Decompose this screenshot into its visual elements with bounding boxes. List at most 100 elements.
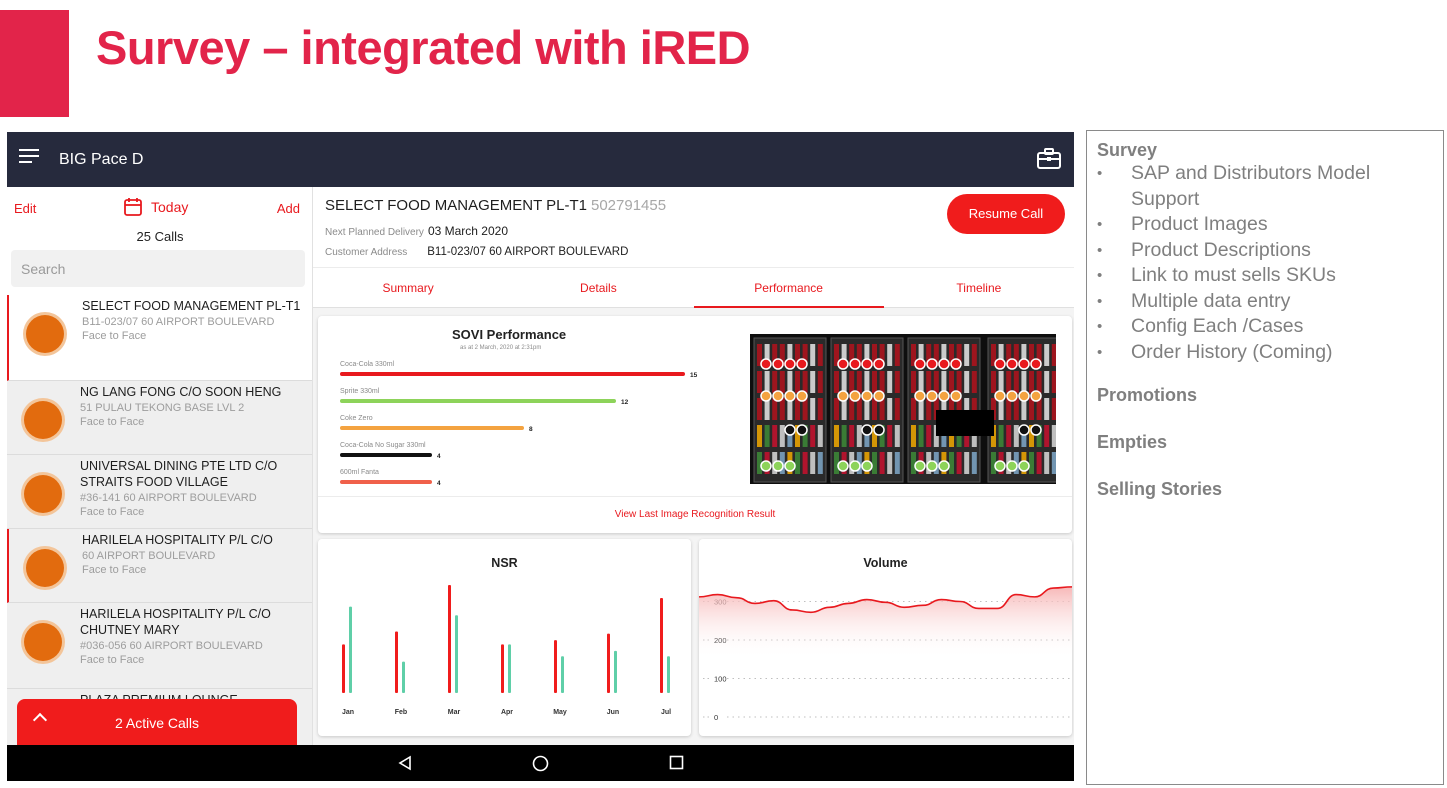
bottle bbox=[849, 398, 855, 420]
detection-marker bbox=[861, 358, 873, 370]
call-type: Face to Face bbox=[80, 416, 145, 428]
calls-count: 25 Calls bbox=[136, 229, 184, 244]
nsr-bar bbox=[561, 656, 564, 693]
bottle bbox=[998, 425, 1004, 447]
add-button[interactable]: Add bbox=[276, 201, 300, 216]
bottle bbox=[764, 398, 770, 420]
bottle bbox=[918, 371, 924, 393]
detection-marker bbox=[772, 390, 784, 402]
volume-card: Volume 0100200300 bbox=[699, 539, 1072, 736]
bottle bbox=[841, 425, 847, 447]
bottle bbox=[810, 344, 816, 366]
customer-name: NG LANG FONG C/O SOON HENG bbox=[80, 385, 282, 399]
bottle bbox=[1006, 344, 1012, 366]
bottle bbox=[802, 425, 808, 447]
detection-marker bbox=[849, 390, 861, 402]
bottle bbox=[887, 371, 893, 393]
list-item[interactable]: HARILELA HOSPITALITY P/L C/O 60 AIRPORT … bbox=[7, 529, 312, 603]
tab-timeline[interactable]: Timeline bbox=[956, 281, 1002, 295]
bottle bbox=[841, 344, 847, 366]
list-item[interactable]: HARILELA HOSPITALITY P/L C/O CHUTNEY MAR… bbox=[7, 603, 312, 689]
bottle bbox=[971, 452, 977, 474]
bottle bbox=[856, 371, 862, 393]
notes-section-promotions: Promotions bbox=[1097, 385, 1198, 405]
sovi-bar bbox=[340, 480, 432, 484]
call-type: Face to Face bbox=[82, 564, 147, 576]
bottle bbox=[849, 344, 855, 366]
bottle bbox=[802, 398, 808, 420]
bottle bbox=[918, 425, 924, 447]
bottle bbox=[779, 371, 785, 393]
edit-button[interactable]: Edit bbox=[14, 201, 37, 216]
address-value: B11-023/07 60 AIRPORT BOULEVARD bbox=[427, 246, 629, 258]
today-button[interactable]: Today bbox=[123, 197, 188, 217]
customer-name: HARILELA HOSPITALITY P/L C/O CHUTNEY MAR… bbox=[80, 607, 271, 637]
detection-marker bbox=[1006, 460, 1018, 472]
bottle bbox=[1051, 452, 1056, 474]
nsr-bar bbox=[455, 615, 458, 693]
bottle bbox=[894, 452, 900, 474]
volume-tick-label: 100 bbox=[714, 675, 727, 684]
delivery-row: Next Planned Delivery 03 March 2020 bbox=[325, 224, 508, 238]
note-item: Config Each /Cases bbox=[1097, 314, 1433, 340]
nsr-chart: Jan Feb Mar Apr May Jun Jul bbox=[342, 585, 671, 716]
sovi-value-label: 12 bbox=[621, 399, 629, 406]
customer-name: UNIVERSAL DINING PTE LTD C/O STRAITS FOO… bbox=[80, 459, 278, 489]
notes-panel: Survey SAP and Distributors Model Suppor… bbox=[1086, 130, 1444, 785]
bottle bbox=[795, 398, 800, 420]
detection-marker bbox=[760, 460, 772, 472]
detection-marker bbox=[873, 358, 885, 370]
customer-address: #036-056 60 AIRPORT BOULEVARD bbox=[80, 640, 263, 652]
search-input[interactable] bbox=[11, 250, 305, 287]
customer-name: HARILELA HOSPITALITY P/L C/O bbox=[82, 533, 273, 547]
view-recognition-link[interactable]: View Last Image Recognition Result bbox=[614, 509, 776, 520]
detection-marker bbox=[837, 358, 849, 370]
bottle bbox=[941, 344, 947, 366]
briefcase-icon[interactable] bbox=[1036, 147, 1062, 171]
bottle bbox=[1044, 398, 1050, 420]
bottle bbox=[872, 452, 877, 474]
note-item: Product Descriptions bbox=[1097, 238, 1433, 264]
bottle bbox=[817, 398, 823, 420]
tab-performance[interactable]: Performance bbox=[693, 268, 885, 308]
bottle bbox=[872, 425, 877, 447]
bottle bbox=[864, 371, 870, 393]
bottle bbox=[872, 344, 877, 366]
bottle bbox=[1006, 371, 1012, 393]
bottle bbox=[1051, 398, 1056, 420]
bottle bbox=[964, 398, 970, 420]
tab-details[interactable]: Details bbox=[580, 281, 617, 295]
bottle bbox=[834, 344, 839, 366]
back-icon[interactable] bbox=[397, 755, 413, 771]
home-icon[interactable] bbox=[532, 755, 549, 772]
slide-title: Survey – integrated with iRED bbox=[96, 21, 751, 74]
hamburger-menu-icon[interactable] bbox=[19, 149, 39, 169]
detection-marker bbox=[950, 390, 962, 402]
detection-marker bbox=[994, 390, 1006, 402]
list-item[interactable]: NG LANG FONG C/O SOON HENG 51 PULAU TEKO… bbox=[7, 381, 312, 455]
resume-call-button[interactable]: Resume Call bbox=[947, 194, 1065, 234]
sovi-bar-chart: Coca-Cola 330ml 15 Sprite 330ml 12 Coke Zero… bbox=[340, 361, 698, 487]
customer-name: SELECT FOOD MANAGEMENT PL-T1 bbox=[82, 299, 301, 313]
bottle bbox=[764, 371, 770, 393]
bottle bbox=[1006, 398, 1012, 420]
call-type: Face to Face bbox=[80, 654, 145, 666]
customer-title: SELECT FOOD MANAGEMENT PL-T1 502791455 bbox=[325, 197, 666, 214]
bottle bbox=[1036, 398, 1042, 420]
bottle bbox=[1013, 344, 1019, 366]
nsr-bar bbox=[402, 661, 405, 693]
list-item[interactable]: SELECT FOOD MANAGEMENT PL-T1 B11-023/07 … bbox=[7, 295, 312, 381]
app-title: BIG Pace D bbox=[59, 151, 144, 168]
bottle bbox=[757, 398, 762, 420]
recents-icon[interactable] bbox=[669, 755, 684, 770]
bottle bbox=[856, 344, 862, 366]
tab-summary[interactable]: Summary bbox=[382, 281, 434, 295]
bottle bbox=[810, 398, 816, 420]
active-calls-button[interactable]: 2 Active Calls bbox=[17, 699, 297, 745]
sovi-category-label: Coke Zero bbox=[340, 415, 373, 422]
list-item[interactable]: UNIVERSAL DINING PTE LTD C/O STRAITS FOO… bbox=[7, 455, 312, 529]
bottle bbox=[864, 398, 870, 420]
bottle bbox=[918, 344, 924, 366]
sovi-category-label: 600ml Fanta bbox=[340, 469, 379, 476]
bottle bbox=[971, 371, 977, 393]
